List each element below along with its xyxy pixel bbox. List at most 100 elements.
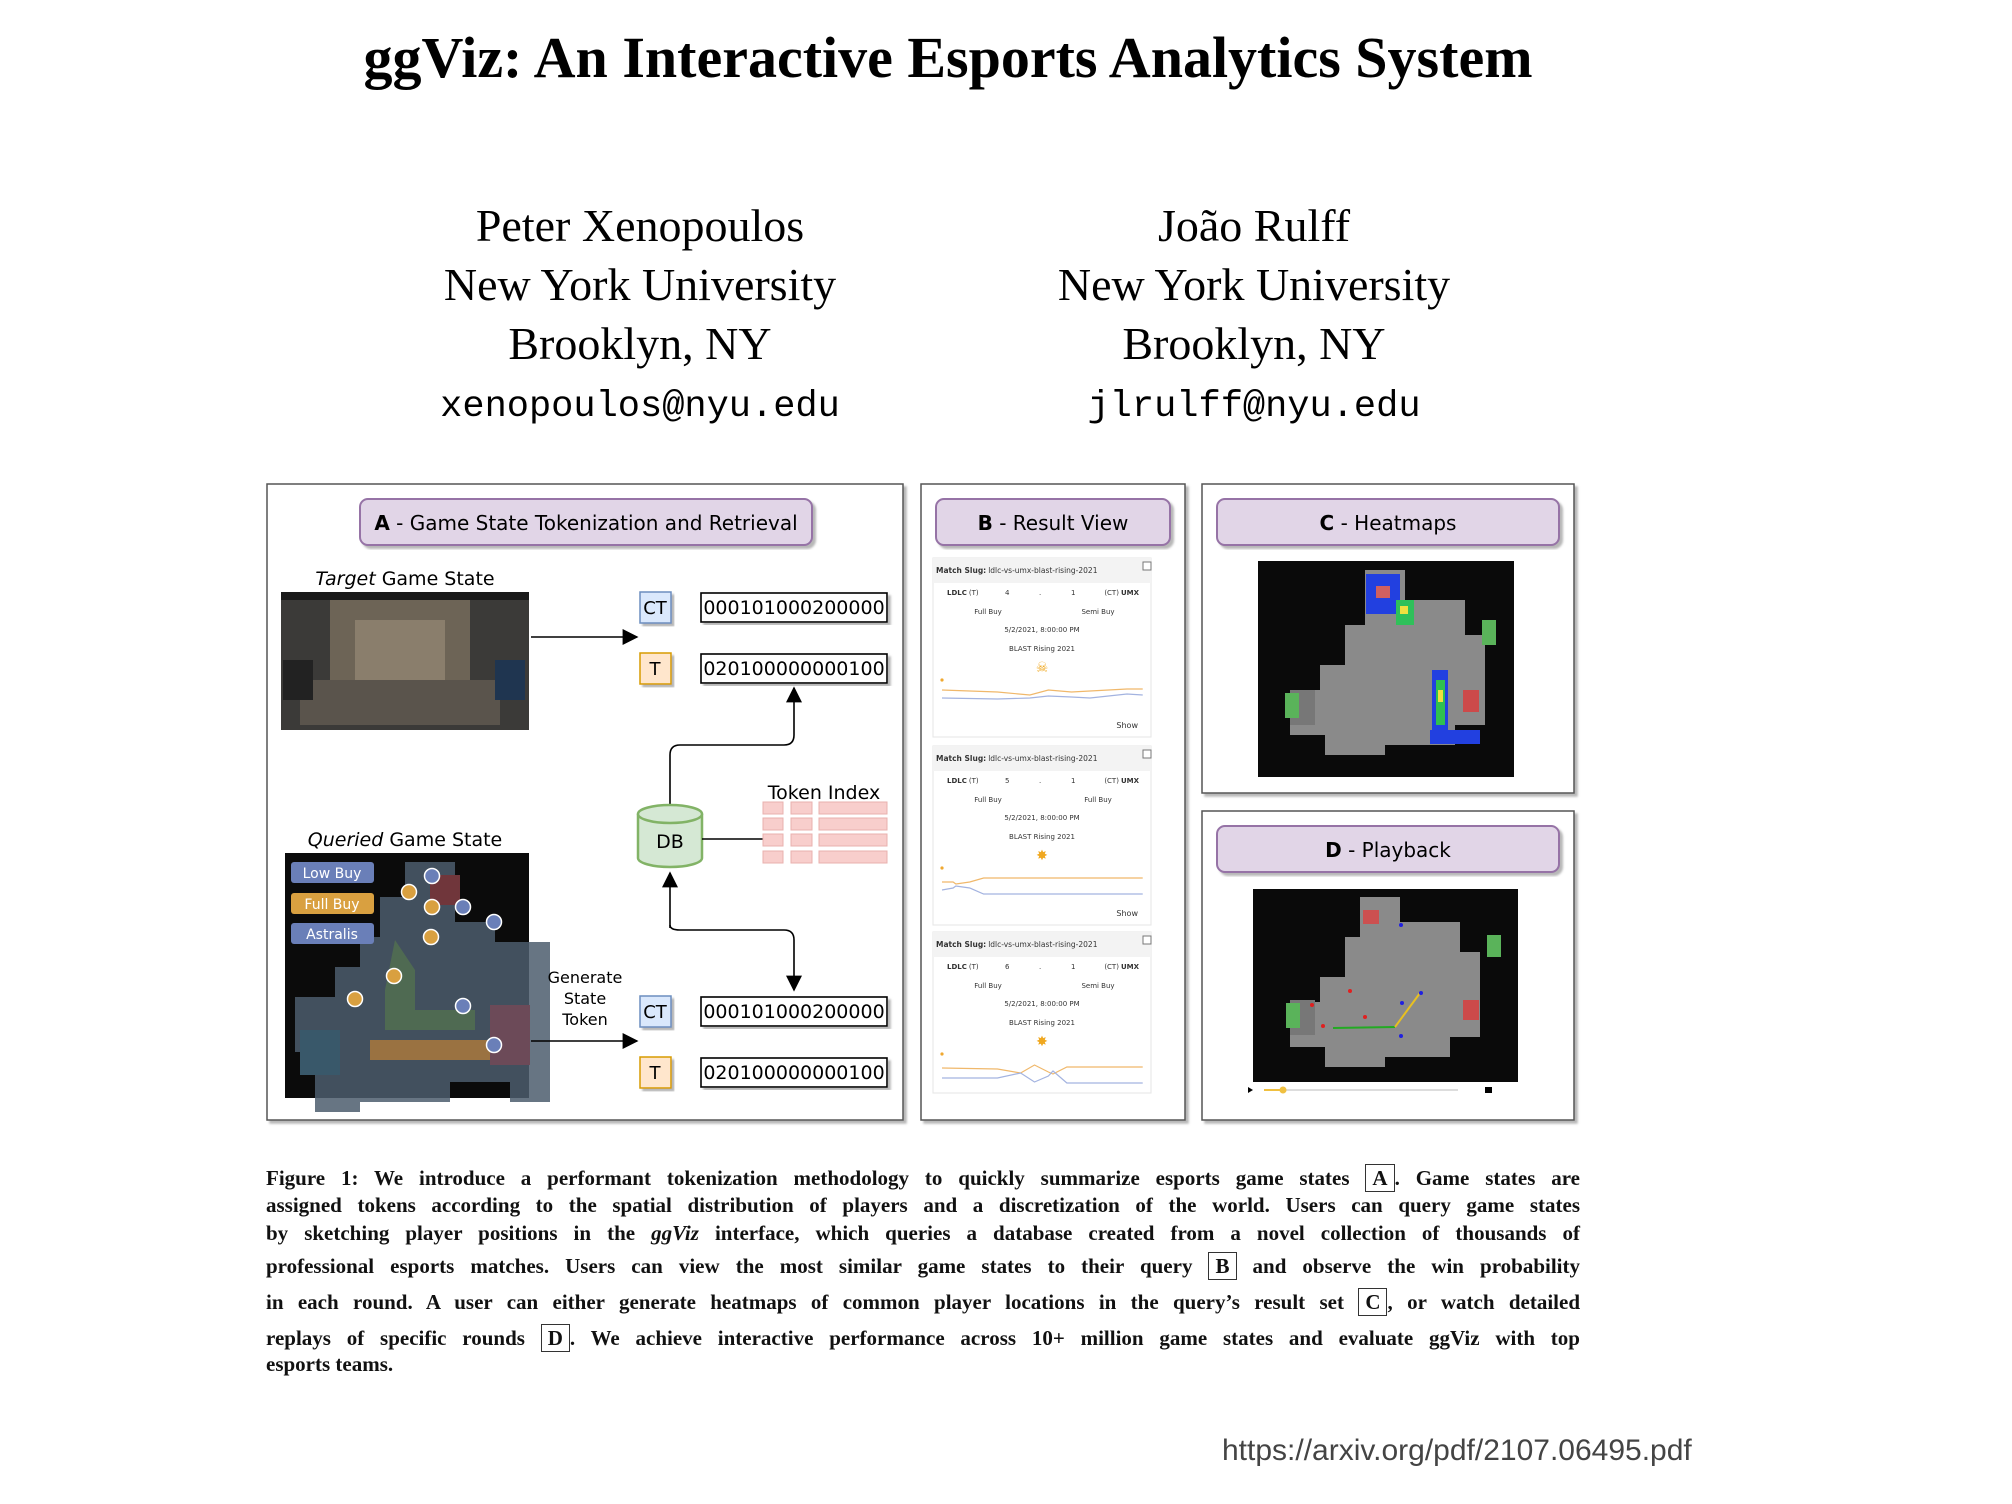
svg-text:T: T: [649, 659, 662, 680]
show-button[interactable]: Show: [1116, 909, 1138, 918]
select-checkbox[interactable]: [1142, 561, 1152, 571]
panel-b-title: B - Result View: [935, 498, 1171, 546]
speed-icon[interactable]: [1485, 1087, 1492, 1093]
timeline-knob[interactable]: [1279, 1086, 1287, 1094]
date: 5/2/2021, 8:00:00 PM: [1004, 814, 1079, 822]
target-game-screenshot: [281, 592, 529, 730]
select-checkbox[interactable]: [1142, 749, 1152, 759]
token-index-cell: [818, 833, 888, 847]
caption-text: . We achieve interactive performance acr…: [569, 1326, 1580, 1350]
event: BLAST Rising 2021: [1009, 645, 1075, 653]
buy-a: Full Buy: [974, 796, 1002, 804]
svg-text:Token: Token: [561, 1010, 608, 1029]
win-probability-line-ct: [941, 885, 1143, 895]
author-email: jlrulff@nyu.edu: [1087, 386, 1421, 428]
svg-text:B - Result View: B - Result View: [978, 511, 1129, 535]
legend-item: [291, 893, 374, 914]
result-card[interactable]: Match Slug: ldlc-vs-umx-blast-rising-2021…: [932, 745, 1152, 926]
explosion-icon: ✸: [1036, 1034, 1048, 1050]
author-location: Brooklyn, NY: [508, 318, 772, 369]
result-card[interactable]: Match Slug: ldlc-vs-umx-blast-rising-2021…: [932, 931, 1152, 1094]
buy-b: Semi Buy: [1081, 982, 1114, 990]
full-buy-player-marker: [346, 990, 364, 1008]
svg-text:C - Heatmaps: C - Heatmaps: [1320, 511, 1457, 535]
token-index-cell: [790, 817, 813, 831]
database-icon: DB: [636, 803, 704, 869]
svg-text:020100000000100: 020100000000100: [703, 1062, 884, 1084]
select-checkbox[interactable]: [1142, 935, 1152, 945]
win-probability-line-ct: [941, 693, 1143, 700]
svg-text:D - Playback: D - Playback: [1325, 838, 1451, 862]
caption-text: assigned tokens according to the spatial…: [266, 1193, 1580, 1217]
legend-item: [291, 923, 374, 944]
legend-item: [291, 862, 374, 883]
token-index-cell: [762, 850, 784, 864]
caption-line: esports teams.: [266, 1352, 1580, 1377]
arrow: [669, 924, 802, 992]
t-token-row: T 020100000000100: [639, 1056, 888, 1089]
sep: .: [1039, 777, 1041, 785]
svg-text:DB: DB: [656, 831, 684, 853]
match-slug: Match Slug: ldlc-vs-umx-blast-rising-2021: [936, 754, 1098, 763]
svg-text:020100000000100: 020100000000100: [703, 658, 884, 680]
ct-token-row: CT 000101000200000: [639, 995, 888, 1028]
author-location: Brooklyn, NY: [1122, 318, 1386, 369]
win-probability-line-t: [942, 877, 1143, 885]
caption-text: ggViz: [651, 1221, 699, 1245]
team-a: LDLC (T): [947, 777, 979, 785]
author-email: xenopoulos@nyu.edu: [440, 386, 840, 428]
svg-text:000101000200000: 000101000200000: [703, 597, 884, 619]
score-a: 4: [1005, 589, 1010, 597]
caption-text: esports teams.: [266, 1352, 394, 1376]
queried-map-sketch: [285, 853, 550, 1112]
caption-text: Figure 1: We introduce a performant toke…: [266, 1166, 1366, 1190]
caption-line: by sketching player positions in the ggV…: [266, 1221, 1580, 1246]
generate-state-token-label: Generate State Token: [548, 968, 623, 1029]
paper-title: ggViz: An Interactive Esports Analytics …: [363, 25, 1533, 90]
author-name: João Rulff: [1157, 200, 1351, 251]
token-index-cell: [818, 801, 888, 815]
token-index-cell: [790, 801, 813, 815]
author-block: Peter Xenopoulos New York University Bro…: [320, 196, 960, 429]
t-token-row: T 020100000000100: [639, 652, 888, 685]
team-b: (CT) UMX: [1104, 963, 1139, 971]
date: 5/2/2021, 8:00:00 PM: [1004, 1000, 1079, 1008]
token-index-cell: [818, 817, 888, 831]
team-b: (CT) UMX: [1104, 589, 1139, 597]
result-card[interactable]: Match Slug: ldlc-vs-umx-blast-rising-2021…: [932, 557, 1152, 738]
token-index-table: [762, 801, 888, 864]
svg-text:000101000200000: 000101000200000: [703, 1001, 884, 1023]
show-button[interactable]: Show: [1116, 721, 1138, 730]
panel-reference-box: A: [1365, 1164, 1395, 1192]
event: BLAST Rising 2021: [1009, 833, 1075, 841]
token-index-cell: [762, 801, 784, 815]
ct-token-row: CT 000101000200000: [639, 591, 888, 624]
play-icon[interactable]: [1248, 1087, 1253, 1093]
sep: .: [1039, 589, 1041, 597]
team-a: LDLC (T): [947, 589, 979, 597]
event: BLAST Rising 2021: [1009, 1019, 1075, 1027]
caption-text: replays of specific rounds: [266, 1326, 541, 1350]
win-probability-line-t: [941, 688, 1143, 696]
caption-text: , or watch detailed: [1387, 1290, 1580, 1314]
heatmap-image: [1258, 561, 1514, 777]
astralis-player-marker: [423, 867, 441, 885]
legend-label: Full Buy: [304, 897, 359, 913]
panel-reference-box: D: [540, 1324, 570, 1352]
astralis-player-marker: [485, 1036, 503, 1054]
playback-timeline[interactable]: [1248, 1086, 1492, 1094]
score-a: 6: [1005, 963, 1010, 971]
svg-text:Generate: Generate: [548, 968, 623, 987]
token-index-cell: [818, 850, 888, 864]
legend-label: Astralis: [306, 927, 358, 943]
buy-a: Full Buy: [974, 608, 1002, 616]
caption-line: Figure 1: We introduce a performant toke…: [266, 1164, 1580, 1192]
panel-a-title: A - Game State Tokenization and Retrieva…: [359, 498, 813, 546]
caption-line: in each round. A user can either generat…: [266, 1288, 1580, 1316]
arrow: [669, 686, 802, 806]
source-url[interactable]: https://arxiv.org/pdf/2107.06495.pdf: [1222, 1434, 1692, 1467]
author-affiliation: New York University: [443, 259, 837, 310]
panel-d-title: D - Playback: [1216, 825, 1560, 873]
buy-b: Semi Buy: [1081, 608, 1114, 616]
